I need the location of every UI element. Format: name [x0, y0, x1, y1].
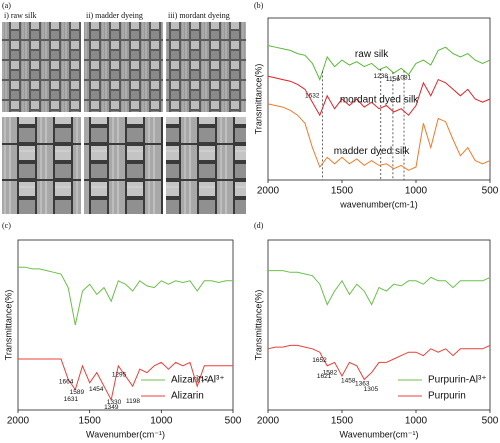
legend-label: Purpurin — [428, 391, 466, 402]
caption: iii) mordant dyeing — [168, 11, 230, 20]
peak-label: 1238 — [374, 73, 389, 80]
peak-label: 1458 — [341, 377, 356, 384]
sem-image — [2, 117, 81, 214]
peak-label: 1198 — [126, 398, 140, 405]
peak-label: 1295 — [112, 372, 127, 379]
x-tick-label: 2000 — [7, 416, 30, 427]
x-tick-label: 500 — [482, 186, 499, 197]
x-tick-label: 1000 — [150, 416, 173, 427]
spectrum-line — [268, 270, 491, 306]
sem-panel: (a) i) raw silk ii) madder dyeing iii) m… — [2, 1, 246, 214]
peak-label: 1363 — [355, 381, 370, 388]
sem-image — [2, 22, 81, 112]
x-tick-label: 500 — [225, 416, 242, 427]
plot-frame — [17, 239, 234, 411]
x-tick-label: 2000 — [257, 186, 280, 197]
caption: i) raw silk — [4, 11, 36, 20]
spectrum-line — [267, 344, 491, 381]
peak-label: 1652 — [312, 357, 327, 364]
series-label: raw silk — [355, 49, 389, 60]
panel-label: (d) — [254, 221, 264, 230]
peak-label: 1305 — [364, 386, 379, 393]
spectrum-line — [18, 358, 233, 402]
sem-image — [166, 117, 246, 214]
x-tick-label: 1000 — [405, 416, 428, 427]
plot-frame — [267, 239, 491, 411]
peak-label: 712 — [197, 375, 208, 382]
peak-label: 1589 — [70, 389, 85, 396]
x-tick-label: 1500 — [79, 416, 102, 427]
x-tick-label: 500 — [482, 416, 499, 427]
x-axis-label: Wavenumber(cm⁻¹) — [86, 429, 165, 439]
panel-label: (b) — [254, 1, 264, 10]
y-axis-label: Transmittance(%) — [253, 290, 263, 361]
x-axis-label: wavenumber(cm-1) — [339, 199, 418, 209]
peak-label: 1081 — [397, 74, 412, 81]
caption: ii) madder dyeing — [86, 11, 143, 20]
panel-label: (c) — [2, 221, 11, 230]
x-tick-label: 2000 — [257, 416, 280, 427]
legend-label: Alizarin-Al³⁺ — [171, 375, 225, 386]
spectrum-line — [267, 75, 491, 117]
peak-label: 1330 — [107, 399, 122, 406]
x-tick-label: 1500 — [331, 416, 354, 427]
spectrum-line — [267, 103, 491, 171]
peak-label: 1582 — [323, 369, 338, 376]
series-label: madder dyed silk — [334, 146, 411, 157]
y-axis-label: Transmittance(%) — [253, 64, 263, 135]
series-label: mordant dyed silk — [340, 94, 419, 105]
peak-label: 1621 — [317, 373, 332, 380]
peak-label: 1349 — [104, 404, 119, 411]
peak-label: 1156 — [386, 76, 400, 83]
sem-image — [166, 22, 246, 112]
panel-label: (a) — [2, 1, 11, 10]
peak-label: 1632 — [305, 92, 320, 99]
sem-image — [84, 117, 163, 214]
legend-label: Purpurin-Al³⁺ — [428, 375, 487, 386]
legend-label: Alizarin — [171, 391, 204, 402]
x-axis-label: Wavenumber(cm⁻¹) — [340, 429, 419, 439]
sem-image — [84, 22, 163, 112]
x-tick-label: 1500 — [331, 186, 354, 197]
spectrum-line — [267, 45, 491, 81]
y-axis-label: Transmittance(%) — [3, 290, 13, 361]
peak-label: 1454 — [89, 386, 104, 393]
x-tick-label: 1000 — [405, 186, 428, 197]
peak-label: 1631 — [64, 396, 79, 403]
peak-label: 1664 — [59, 378, 74, 385]
spectrum-line — [18, 266, 233, 326]
